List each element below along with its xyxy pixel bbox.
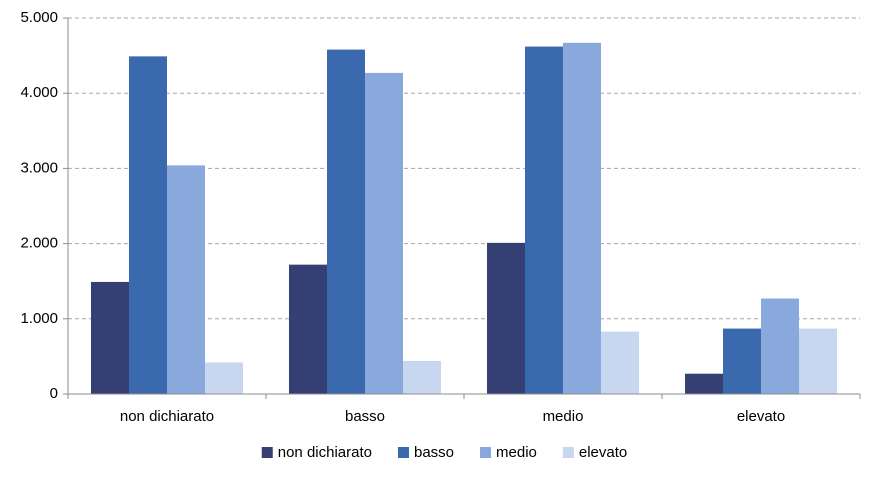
y-tick-label: 4.000 xyxy=(20,84,58,101)
bar xyxy=(91,281,129,394)
bar xyxy=(327,49,365,395)
x-tick-label: non dichiarato xyxy=(120,408,214,425)
bar xyxy=(601,331,639,394)
bar xyxy=(761,298,799,394)
legend-label: elevato xyxy=(579,444,627,461)
bar xyxy=(685,373,723,394)
y-tick-label: 5.000 xyxy=(20,9,58,26)
y-tick-label: 0 xyxy=(50,385,58,402)
bar xyxy=(525,46,563,395)
x-tick-label: elevato xyxy=(737,408,785,425)
legend-swatch xyxy=(261,447,273,458)
y-tick-label: 3.000 xyxy=(20,159,58,176)
y-tick-label: 2.000 xyxy=(20,235,58,252)
bar xyxy=(365,72,403,395)
legend-swatch xyxy=(562,447,574,458)
bar xyxy=(205,362,243,394)
legend-label: medio xyxy=(496,444,537,461)
bar xyxy=(289,264,327,394)
bar xyxy=(487,242,525,394)
bar xyxy=(167,165,205,394)
bar xyxy=(129,56,167,395)
legend-swatch xyxy=(480,447,492,458)
y-tick-label: 1.000 xyxy=(20,310,58,327)
bar xyxy=(799,328,837,394)
legend-label: basso xyxy=(414,444,454,461)
legend-label: non dichiarato xyxy=(278,444,372,461)
legend-swatch xyxy=(397,447,409,458)
bar xyxy=(563,42,601,394)
bar xyxy=(723,328,761,394)
x-tick-label: medio xyxy=(543,408,584,425)
x-tick-label: basso xyxy=(345,408,385,425)
bar xyxy=(403,360,441,394)
